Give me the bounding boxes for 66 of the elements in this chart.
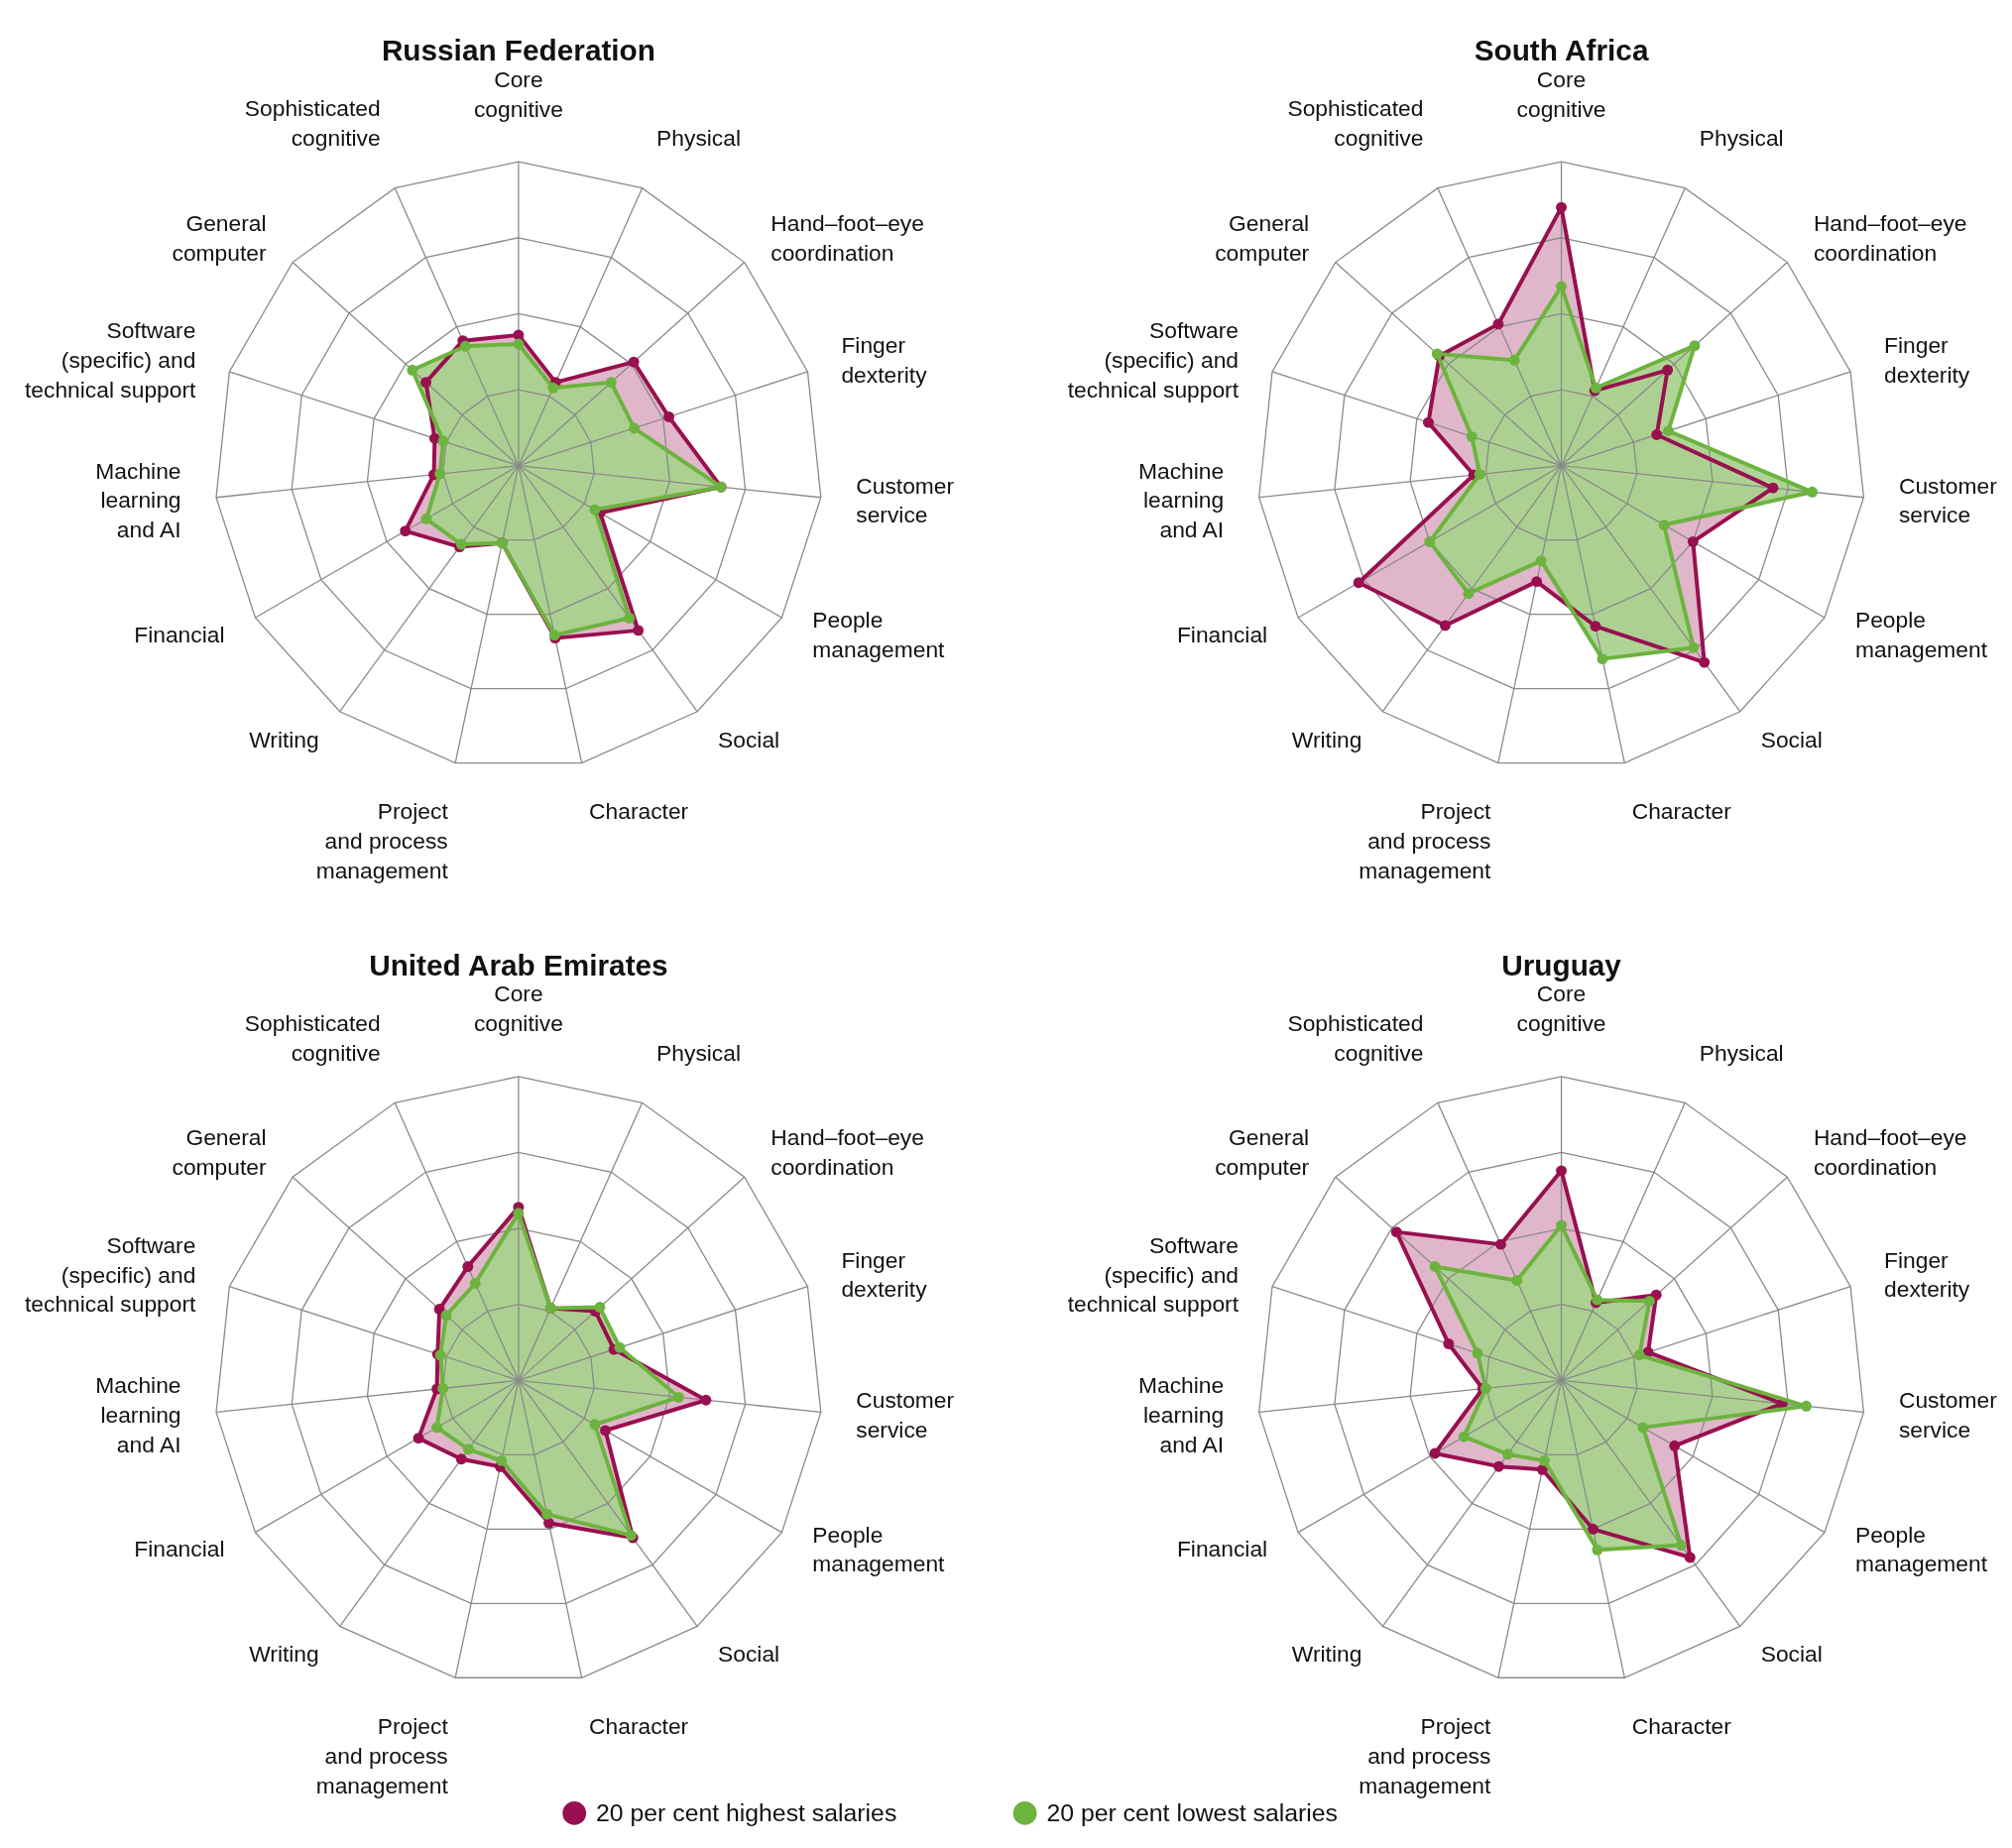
spoke-label: Writing (249, 726, 319, 752)
spoke-label: Core cognitive (473, 981, 563, 1037)
spoke-label: Machine learning and AI (95, 457, 181, 543)
spoke-label: Social (718, 1641, 780, 1668)
spoke-label: Finger dexterity (841, 1246, 928, 1303)
spoke-label: Social (718, 726, 780, 752)
legend-label: 20 per cent lowest salaries (1046, 1798, 1339, 1826)
spoke-label: Core cognitive (1516, 65, 1606, 122)
spoke-label: Social (1760, 1641, 1823, 1668)
spoke-label: Hand–foot–eye coordination (770, 209, 924, 266)
spoke-label: Core cognitive (1516, 981, 1606, 1037)
spoke-label: Character (1631, 798, 1732, 825)
spoke-label: Writing (249, 1641, 319, 1668)
spoke-label: Software (specific) and technical support (25, 1231, 197, 1318)
spoke-label: Hand–foot–eye coordination (1813, 209, 1967, 266)
spoke-label: Sophisticated cognitive (244, 95, 381, 152)
spoke-label: Physical (656, 125, 742, 152)
spoke-label: Character (1631, 1713, 1732, 1739)
spoke-label: Hand–foot–eye coordination (770, 1124, 924, 1181)
spoke-label: Physical (656, 1039, 742, 1066)
spoke-label: Writing (1291, 726, 1362, 752)
spoke-label: Sophisticated cognitive (1287, 95, 1424, 152)
spoke-label: Finger dexterity (1884, 1246, 1970, 1303)
spoke-label: People management (1854, 606, 1988, 662)
spoke-label: Finger dexterity (1884, 332, 1970, 388)
spoke-label: Customer service (1898, 1387, 1998, 1443)
chart-title: Uruguay (1501, 948, 1622, 982)
spoke-label: Core cognitive (473, 65, 563, 122)
chart-title: Russian Federation (381, 33, 655, 66)
legend-label: 20 per cent highest salaries (596, 1798, 897, 1826)
chart-title: South Africa (1474, 33, 1649, 66)
spoke-label: Sophisticated cognitive (244, 1010, 381, 1066)
spoke-label: Character (589, 1713, 689, 1739)
spoke-label: General computer (1215, 1124, 1310, 1181)
spoke-label: Financial (1176, 621, 1268, 647)
spoke-label: Character (589, 798, 689, 825)
spoke-label: Machine learning and AI (95, 1372, 181, 1457)
spoke-label: Sophisticated cognitive (1287, 1010, 1424, 1066)
spoke-label: Customer service (1898, 472, 1998, 528)
spoke-label: General computer (172, 209, 267, 266)
chart-title: United Arab Emirates (369, 948, 668, 982)
spoke-label: General computer (172, 1124, 267, 1181)
spoke-label: People management (1854, 1521, 1988, 1577)
spoke-label: Physical (1699, 125, 1784, 152)
spoke-label: Financial (1176, 1536, 1268, 1562)
spoke-label: People management (812, 1521, 946, 1577)
spoke-label: Software (specific) and technical support (25, 317, 197, 403)
spoke-label: Writing (1291, 1641, 1362, 1668)
spoke-label: Machine learning and AI (1137, 1372, 1225, 1457)
spoke-label: Project and process management (1359, 1713, 1492, 1798)
spoke-label: Customer service (856, 472, 955, 528)
spoke-label: Project and process management (1359, 798, 1492, 883)
spoke-label: General computer (1215, 209, 1310, 266)
spoke-label: Project and process management (315, 1713, 449, 1798)
spoke-label: Hand–foot–eye coordination (1813, 1124, 1967, 1181)
spoke-label: Financial (134, 621, 225, 647)
spoke-label: Software (specific) and technical support (1067, 317, 1240, 403)
spoke-label: People management (812, 606, 946, 662)
spoke-label: Machine learning and AI (1137, 457, 1225, 543)
spoke-label: Physical (1699, 1039, 1784, 1066)
spoke-label: Project and process management (315, 798, 449, 883)
spoke-label: Customer service (856, 1387, 955, 1443)
spoke-label: Finger dexterity (841, 332, 928, 388)
spoke-label: Software (specific) and technical support (1067, 1231, 1240, 1318)
spoke-label: Financial (134, 1536, 225, 1562)
spoke-label: Social (1760, 726, 1823, 752)
